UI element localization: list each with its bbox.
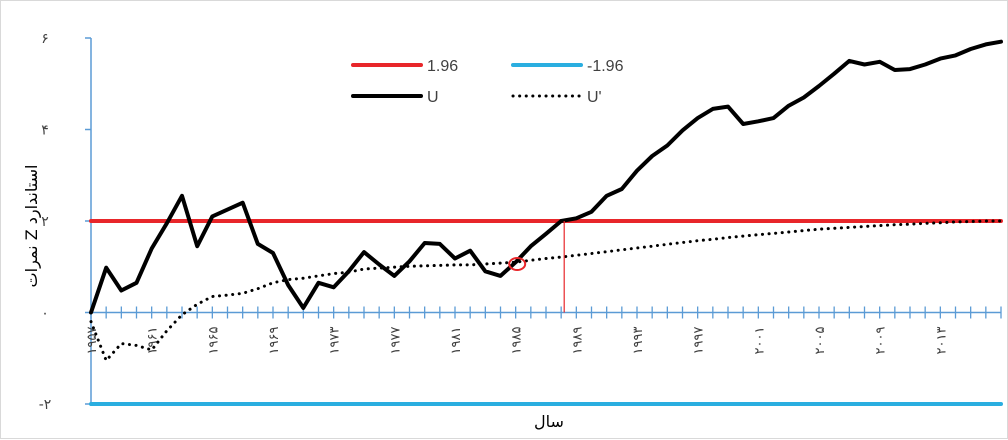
y-tick-label: ۴ [41, 123, 49, 139]
x-tick-label: ۱۹۸۹ [570, 326, 585, 354]
y-axis-title: نمرات Z استاندارد [22, 165, 42, 288]
x-tick-label: ۲۰۰۱ [752, 327, 767, 355]
x-tick-label: ۱۹۸۵ [510, 326, 525, 354]
series-U-line [89, 39, 1003, 315]
x-tick-label: ۱۹۷۳ [328, 326, 343, 354]
legend-label: 1.96 [427, 58, 458, 75]
x-axis-title: سال [534, 412, 564, 431]
legend-label: U' [587, 89, 602, 106]
annotations [508, 221, 565, 313]
x-tick-label: ۱۹۶۹ [267, 326, 282, 354]
x-tick-label: ۲۰۱۳ [934, 326, 949, 354]
x-tick-label: ۱۹۶۵ [206, 326, 221, 354]
legend-label: U [427, 89, 439, 106]
x-tick-label: ۱۹۷۷ [388, 326, 403, 354]
y-tick-label: ۰ [41, 306, 49, 322]
x-tick-label: ۱۹۶۱ [146, 327, 161, 355]
x-tick-label: ۲۰۰۹ [874, 326, 889, 354]
y-tick-label: ۶ [41, 31, 49, 47]
reference-lines [89, 219, 1003, 406]
intersection-marker [508, 257, 527, 272]
y-tick-label: -۲ [39, 397, 52, 413]
legend-label: -1.96 [587, 58, 624, 75]
legend: 1.96 -1.96 U U' [351, 58, 624, 106]
y-tick-label: ۲ [41, 214, 49, 230]
x-tick-label: ۱۹۹۳ [631, 326, 646, 354]
x-tick-label: ۱۹۹۷ [692, 326, 707, 354]
x-tick-label: ۱۹۸۱ [449, 327, 464, 355]
series-Uprime-line [89, 219, 1003, 362]
x-tick-label: ۲۰۰۵ [813, 326, 828, 354]
series-layer [89, 39, 1003, 362]
